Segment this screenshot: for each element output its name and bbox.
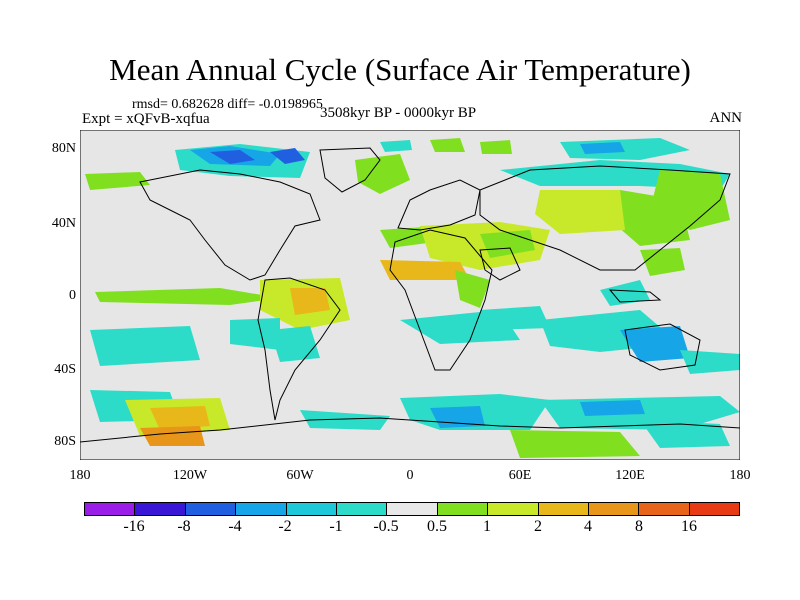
y-label: 40S bbox=[54, 362, 76, 377]
x-label: 180 bbox=[69, 468, 91, 483]
colorbar-label: 4 bbox=[584, 518, 592, 535]
colorbar-label: 0.5 bbox=[427, 518, 447, 535]
x-label: 60W bbox=[286, 468, 314, 483]
x-label: 180 bbox=[729, 468, 751, 483]
y-label: 80S bbox=[54, 434, 76, 449]
y-label: 0 bbox=[69, 288, 76, 303]
colorbar-swatch bbox=[387, 503, 438, 515]
colorbar-swatch bbox=[588, 503, 640, 515]
x-label: 60E bbox=[508, 468, 532, 483]
coastlines bbox=[80, 147, 740, 443]
x-label: 120W bbox=[172, 468, 208, 483]
colorbar-label: 16 bbox=[681, 518, 697, 535]
colorbar-swatch bbox=[85, 503, 136, 515]
x-label: 120E bbox=[615, 468, 645, 483]
season-label: ANN bbox=[709, 110, 743, 126]
colorbar-label: -4 bbox=[228, 518, 242, 535]
colorbar-label: -1 bbox=[329, 518, 343, 535]
colorbar-label: -2 bbox=[278, 518, 292, 535]
x-label: 0 bbox=[406, 468, 414, 483]
colorbar-swatch bbox=[336, 503, 388, 515]
anomaly-fields bbox=[85, 138, 740, 458]
colorbar-label: 1 bbox=[483, 518, 491, 535]
colorbar-label: 8 bbox=[635, 518, 643, 535]
experiment-label: Expt = xQFvB-xqfua bbox=[82, 111, 210, 127]
y-label: 80N bbox=[51, 141, 76, 156]
colorbar-swatch bbox=[286, 503, 337, 515]
colorbar-label: -8 bbox=[177, 518, 191, 535]
colorbar-swatch bbox=[135, 503, 186, 515]
colorbar-swatch bbox=[639, 503, 690, 515]
colorbar-swatch bbox=[689, 503, 740, 515]
colorbar-swatch bbox=[236, 503, 287, 515]
period-label: 3508kyr BP - 0000kyr BP bbox=[320, 105, 477, 121]
colorbar-label: -0.5 bbox=[373, 518, 399, 535]
colorbar-label: 2 bbox=[534, 518, 542, 535]
figure-title: Mean Annual Cycle (Surface Air Temperatu… bbox=[109, 52, 691, 87]
anomaly-map bbox=[80, 130, 740, 460]
colorbar-swatch bbox=[488, 503, 539, 515]
colorbar-label: -16 bbox=[123, 518, 145, 535]
y-label: 40N bbox=[51, 216, 76, 231]
colorbar-swatch bbox=[185, 503, 237, 515]
colorbar bbox=[84, 502, 740, 516]
stats-line: rmsd= 0.682628 diff= -0.0198965 bbox=[132, 97, 323, 112]
colorbar-swatch bbox=[538, 503, 589, 515]
colorbar-swatch bbox=[437, 503, 489, 515]
